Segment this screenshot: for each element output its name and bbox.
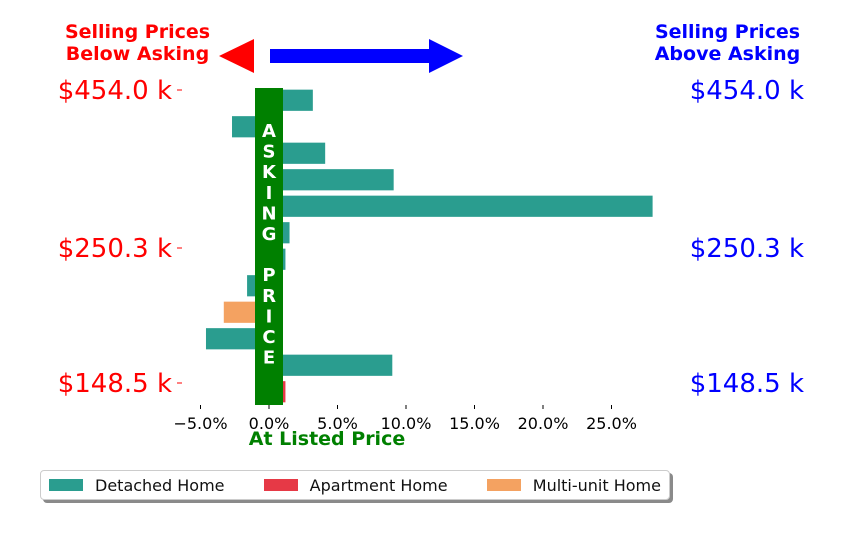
x-ticks-group: −5.0% 0.0% 5.0% 10.0% 15.0% 20.0% 25.0% — [173, 405, 637, 433]
below-asking-header: Selling Prices Below Asking — [40, 21, 235, 65]
legend-swatch-detached — [49, 479, 83, 491]
y-tick-label-right: $148.5 k — [690, 369, 804, 399]
asking-letter: I — [266, 306, 273, 327]
asking-letter: R — [262, 286, 276, 307]
x-tick-label: 5.0% — [317, 414, 358, 433]
legend-label-detached: Detached Home — [95, 475, 225, 495]
x-tick-label: 0.0% — [249, 414, 290, 433]
asking-letter: P — [262, 265, 275, 286]
y-tick-label-right: $454.0 k — [690, 76, 804, 106]
asking-letter: K — [262, 162, 277, 183]
above-asking-line1: Selling Prices — [654, 21, 801, 43]
legend-swatch-apartment — [263, 479, 298, 491]
bar — [269, 169, 394, 191]
x-tick-label: 25.0% — [586, 414, 637, 433]
x-tick-label: 10.0% — [381, 414, 432, 433]
y-tick-label-right: $250.3 k — [690, 234, 804, 264]
below-asking-line1: Selling Prices — [64, 21, 211, 43]
x-tick-label: −5.0% — [173, 414, 227, 433]
legend-label-apartment: Apartment Home — [309, 475, 448, 495]
arrow-left-icon — [219, 39, 254, 73]
x-tick-label: 20.0% — [518, 414, 569, 433]
y-tick-label-left: $148.5 k — [58, 369, 172, 399]
asking-letter: S — [263, 142, 276, 163]
y-ticks-group: $454.0 k $250.3 k $148.5 k $454.0 k $250.3 k… — [58, 76, 804, 399]
bar — [269, 354, 393, 376]
asking-price-bar — [255, 88, 283, 405]
bar — [269, 142, 326, 164]
below-asking-line2: Below Asking — [65, 43, 210, 65]
legend-swatch-multi — [486, 479, 521, 491]
y-tick-label-left: $250.3 k — [58, 234, 172, 264]
legend-label-multi: Multi-unit Home — [532, 475, 661, 495]
asking-letter: N — [261, 203, 276, 224]
above-asking-line2: Above Asking — [654, 43, 801, 65]
x-axis-label: At Listed Price — [249, 428, 405, 450]
asking-letter: E — [263, 348, 275, 369]
legend-item-multi: Multi-unit Home — [486, 475, 661, 495]
above-asking-header: Selling Prices Above Asking — [620, 21, 835, 65]
bar — [205, 328, 269, 350]
asking-letter: G — [262, 224, 277, 245]
asking-letter: I — [266, 183, 273, 204]
y-tick-label-left: $454.0 k — [58, 76, 172, 106]
asking-letter: A — [262, 121, 276, 142]
legend-item-apartment: Apartment Home — [263, 475, 448, 495]
legend: Detached Home Apartment Home Multi-unit … — [40, 470, 670, 500]
x-tick-label: 15.0% — [449, 414, 500, 433]
asking-letter: C — [262, 327, 275, 348]
arrow-right-icon — [270, 39, 463, 73]
legend-item-detached: Detached Home — [49, 476, 225, 495]
bar — [269, 195, 653, 217]
